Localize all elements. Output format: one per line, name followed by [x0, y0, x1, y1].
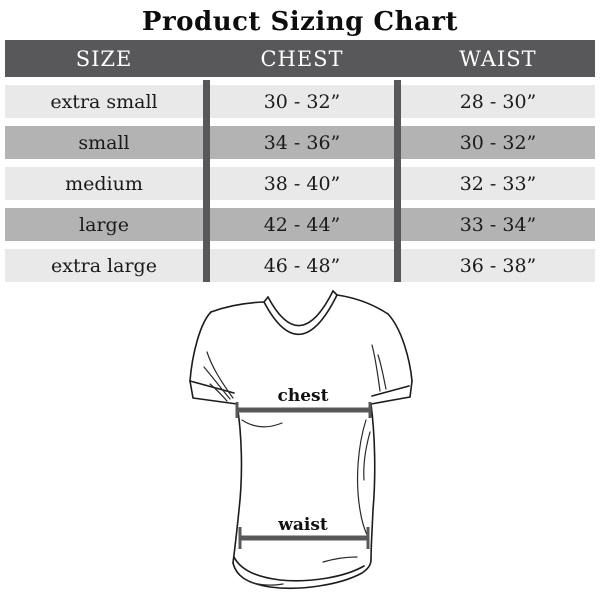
right-sleeve-fold-2: [377, 354, 387, 390]
chest-cell: 38 - 40”: [263, 172, 341, 195]
left-cuff-top: [189, 380, 235, 394]
chest-cell: 42 - 44”: [263, 213, 341, 236]
table-body: extra small 30 - 32” 28 - 30” small 34 -…: [5, 77, 595, 282]
left-sleeve-fold-3: [209, 383, 228, 402]
table-row-large: large 42 - 44” 33 - 34”: [5, 208, 595, 241]
left-sleeve-fold-1: [206, 351, 234, 399]
table-row-small: small 34 - 36” 30 - 32”: [5, 126, 595, 159]
right-shoulder-line: [336, 294, 389, 315]
waist-cell: 36 - 38”: [459, 254, 537, 277]
waist-cell: 28 - 30”: [459, 90, 537, 113]
right-body-wrinkle-1: [356, 419, 369, 538]
waist-cell: 30 - 32”: [459, 131, 537, 154]
table-row-extra-large: extra large 46 - 48” 36 - 38”: [5, 249, 595, 282]
right-sleeve-fold-1: [371, 344, 381, 392]
column-header-size: SIZE: [75, 46, 133, 71]
tshirt-diagram: chest waist: [0, 285, 600, 600]
chest-label: chest: [278, 386, 329, 406]
column-divider-2: [394, 80, 401, 282]
collar-inner-line: [267, 290, 334, 327]
table-row-extra-small: extra small 30 - 32” 28 - 30”: [5, 85, 595, 118]
left-shoulder-line: [210, 301, 265, 313]
left-cuff-edge: [189, 380, 238, 405]
column-header-waist: WAIST: [459, 46, 537, 71]
body-right-edge: [370, 403, 376, 561]
size-cell: large: [79, 213, 129, 236]
size-cell: small: [78, 131, 130, 154]
table-row-medium: medium 38 - 40” 32 - 33”: [5, 167, 595, 200]
right-sleeve-outer: [387, 313, 413, 382]
chest-cell: 46 - 48”: [263, 254, 341, 277]
hem-outer-line: [232, 559, 372, 590]
column-header-chest: CHEST: [260, 46, 344, 71]
waist-label: waist: [277, 515, 328, 535]
size-cell: medium: [65, 172, 143, 195]
right-cuff-edge: [370, 380, 413, 405]
collar-outer-line: [263, 294, 338, 336]
right-cuff-top: [371, 385, 410, 397]
waist-cell: 33 - 34”: [459, 213, 537, 236]
hem-wrinkle-left: [249, 581, 284, 586]
chest-cell: 30 - 32”: [263, 90, 341, 113]
left-sleeve-outer: [189, 311, 212, 382]
size-cell: extra small: [50, 90, 158, 113]
tshirt-illustration: chest waist: [189, 290, 413, 590]
column-divider-1: [203, 80, 210, 282]
hem-inner-line: [233, 556, 365, 582]
page-title: Product Sizing Chart: [141, 7, 459, 37]
sizing-table: SIZE CHEST WAIST extra small 30 - 32” 28…: [5, 40, 595, 282]
left-sleeve-fold-2: [203, 366, 231, 400]
hem-wrinkle-right: [322, 556, 358, 563]
under-chest-wrinkle: [241, 419, 283, 428]
chest-cell: 34 - 36”: [263, 131, 341, 154]
waist-cell: 32 - 33”: [459, 172, 537, 195]
collar-end-caps: [263, 290, 338, 303]
table-header-row: SIZE CHEST WAIST: [5, 40, 595, 77]
size-cell: extra large: [51, 254, 157, 277]
body-left-edge: [232, 403, 243, 564]
right-body-wrinkle-2: [363, 431, 371, 481]
